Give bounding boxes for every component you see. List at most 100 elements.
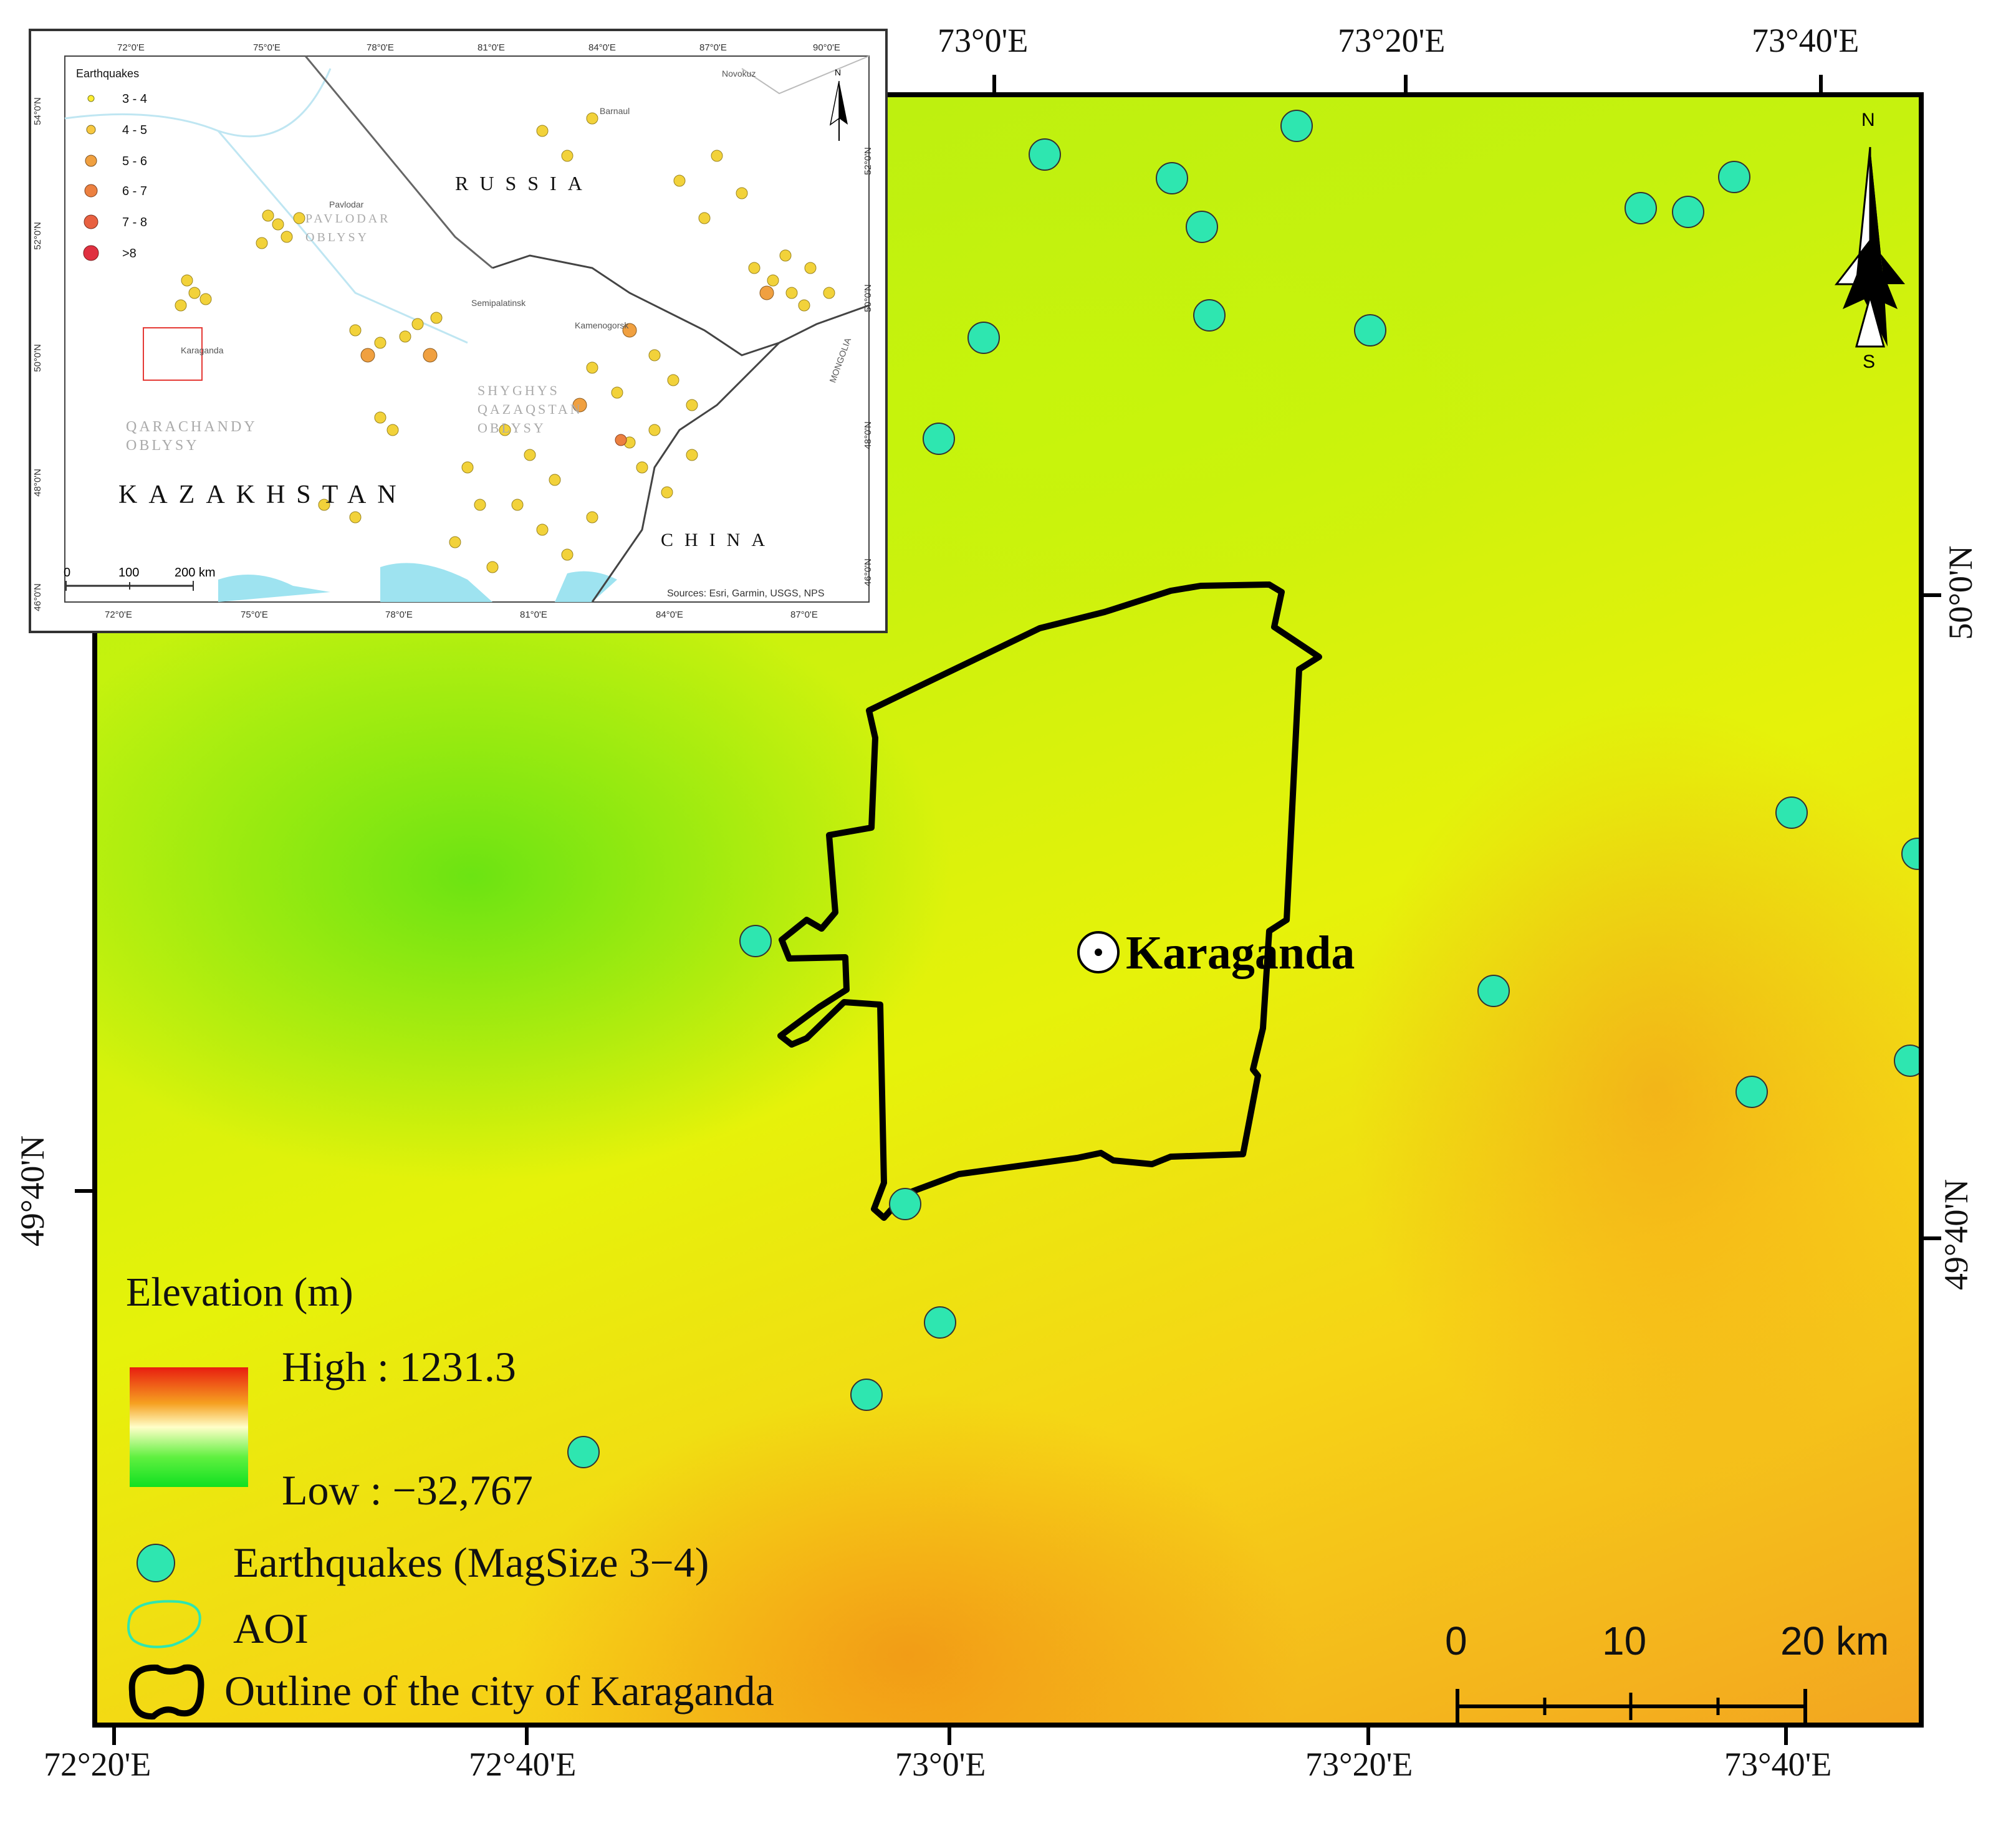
earthquake-point[interactable]: [1186, 211, 1218, 243]
inset-city-novokuz: Novokuz: [722, 69, 756, 79]
inset-city-semipalatinsk: Semipalatinsk: [471, 298, 526, 308]
earthquake-point[interactable]: [1477, 975, 1510, 1007]
inset-earthquakes: [175, 112, 835, 573]
legend-high-label: High : 1231.3: [282, 1343, 516, 1390]
earthquake-point[interactable]: [1718, 161, 1750, 193]
inset-lon-label: 72°0'E: [117, 42, 145, 53]
inset-lon-label: 75°0'E: [253, 42, 281, 53]
inset-lat-label: 54°0'N: [32, 97, 43, 125]
inset-city-kamenogorsk: Kamenogorsk: [575, 320, 629, 330]
inset-legend-item: 3 - 4: [122, 92, 148, 106]
tick: [112, 1728, 116, 1745]
earthquake-point[interactable]: [1193, 299, 1226, 332]
inset-country-russia: RUSSIA: [455, 172, 593, 194]
tick: [1924, 1236, 1941, 1240]
earthquake-point[interactable]: [739, 925, 772, 957]
inset-lon-label: 81°0'E: [478, 42, 505, 53]
tick: [1366, 1728, 1370, 1745]
earthquake-point[interactable]: [924, 1306, 956, 1339]
inset-north-arrow-icon: [829, 80, 848, 141]
earthquake-points: [567, 110, 1919, 1468]
earthquake-point[interactable]: [1354, 314, 1386, 347]
legend-earthquakes-label: Earthquakes (MagSize 3−4): [233, 1539, 709, 1586]
inset-city-karaganda: Karaganda: [181, 345, 224, 355]
inset-country-kazakhstan: KAZAKHSTAN: [118, 480, 408, 509]
lon-label-top: 73°0'E: [938, 22, 1029, 59]
tick: [75, 1189, 92, 1193]
earthquake-point[interactable]: [1029, 138, 1061, 171]
earthquake-point[interactable]: [1901, 838, 1919, 870]
inset-lat-label: 52°0'N: [32, 222, 43, 250]
inset-scale-100: 100: [118, 566, 140, 580]
earthquake-point[interactable]: [1735, 1076, 1768, 1108]
tick: [1404, 75, 1408, 92]
tick: [992, 75, 996, 92]
north-arrow-icon: [1834, 146, 1905, 348]
inset-lat-label: 52°0'N: [862, 147, 873, 175]
south-label: S: [1863, 351, 1876, 372]
tick: [1924, 593, 1941, 597]
scale-bar: [1456, 1689, 1807, 1723]
inset-legend-item: >8: [122, 247, 137, 261]
inset-legend-item: 7 - 8: [122, 216, 148, 229]
lat-label-right: 50°0'N: [1942, 545, 1979, 640]
inset-sources: Sources: Esri, Garmin, USGS, NPS: [667, 588, 825, 599]
scale-label-10: 10: [1602, 1618, 1647, 1663]
inset-legend-symbols: [83, 95, 99, 261]
north-label: N: [1861, 110, 1875, 130]
scale-label-0: 0: [1445, 1618, 1467, 1663]
earthquake-point[interactable]: [1672, 196, 1704, 228]
earthquake-point[interactable]: [1156, 162, 1188, 194]
inset-lon-label: 87°0'E: [699, 42, 727, 53]
karaganda-city-outline: [777, 581, 1322, 1221]
inset-city-pavlodar: Pavlodar: [329, 199, 364, 209]
earthquake-point[interactable]: [967, 322, 1000, 354]
inset-north-label: N: [835, 67, 842, 77]
legend-outline-label: Outline of the city of Karaganda: [224, 1667, 774, 1714]
inset-region-pavlodar: PAVLODAR OBLYSY: [305, 212, 391, 244]
inset-map-svg: [64, 55, 870, 603]
inset-lon-label: 81°0'E: [520, 610, 547, 620]
inset-lat-label: 46°0'N: [862, 558, 873, 586]
earthquake-point[interactable]: [1280, 110, 1313, 142]
lon-label-bottom: 73°20'E: [1305, 1746, 1413, 1783]
earthquake-point[interactable]: [567, 1436, 600, 1468]
legend-outline-symbol: [128, 1664, 204, 1720]
inset-lat-label: 48°0'N: [32, 469, 43, 497]
inset-lon-label: 87°0'E: [790, 610, 818, 620]
scale-label-20: 20 km: [1780, 1618, 1889, 1663]
inset-region-shyghys: SHYGHYS QAZAQSTAN OBLYSY: [478, 383, 583, 436]
earthquake-point[interactable]: [1775, 796, 1808, 829]
inset-legend-item: 4 - 5: [122, 123, 148, 137]
tick: [1784, 1728, 1788, 1745]
inset-lat-label: 48°0'N: [862, 421, 873, 449]
inset-legend-title: Earthquakes: [76, 67, 140, 80]
inset-lat-label: 50°0'N: [862, 284, 873, 312]
earthquake-point[interactable]: [923, 423, 955, 455]
earthquake-point[interactable]: [1894, 1045, 1919, 1077]
inset-lon-label: 90°0'E: [813, 42, 840, 53]
legend-elevation-title: Elevation (m): [126, 1269, 353, 1315]
lon-label-bottom: 72°40'E: [469, 1746, 577, 1783]
legend-earthquake-symbol: [137, 1544, 175, 1582]
lon-label-bottom: 72°20'E: [44, 1746, 151, 1783]
lon-label-top: 73°40'E: [1752, 22, 1860, 59]
city-label: Karaganda: [1126, 927, 1355, 979]
earthquake-point[interactable]: [850, 1379, 883, 1411]
lon-label-bottom: 73°0'E: [895, 1746, 986, 1783]
lon-label-top: 73°20'E: [1338, 22, 1446, 59]
city-marker-dot: [1095, 949, 1102, 956]
earthquake-point[interactable]: [1625, 192, 1657, 224]
main-map-overlay: [127, 110, 1919, 1723]
earthquake-point[interactable]: [889, 1188, 921, 1220]
inset-lat-label: 46°0'N: [32, 583, 43, 611]
inset-map: Earthquakes 3 - 4 4 - 5 5 - 6 6 - 7 7 - …: [29, 29, 888, 633]
tick: [1819, 75, 1823, 92]
aoi-box: [143, 327, 203, 381]
legend-aoi-label: AOI: [233, 1605, 309, 1652]
elevation-ramp: [130, 1367, 248, 1487]
inset-scale-200: 200 km: [175, 566, 216, 580]
tick: [525, 1728, 529, 1745]
legend-aoi-symbol: [127, 1600, 201, 1648]
tick: [948, 1728, 951, 1745]
